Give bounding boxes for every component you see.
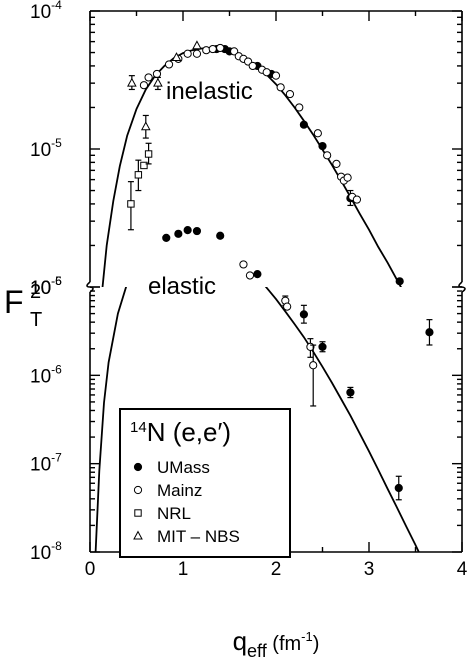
elastic-point-umass [162,233,171,242]
elastic-point-mainz [283,302,292,311]
inelastic-point-mainz [262,68,271,77]
y-tick-label: 10-6 [30,274,62,299]
elastic-point-umass [216,231,225,240]
elastic-point-umass [174,229,183,238]
inelastic-point-mainz [216,43,225,53]
y-axis-label: F [4,284,24,320]
elastic-point-umass [346,388,355,397]
inelastic-point-mainz [202,46,211,55]
x-axis-label: qeff (fm-1) [233,626,320,661]
x-tick-label: 2 [271,559,282,580]
inelastic-point-mainz [313,129,322,138]
inelastic-fit-curve [101,46,402,287]
inelastic-point-mainz [208,44,217,54]
y-tick-label: 10-6 [30,362,62,387]
inelastic-point-mainz [230,47,239,56]
inelastic-point-umass [395,277,404,286]
y-tick-label: 10-5 [30,136,62,161]
x-tick-label: 3 [364,559,375,580]
inelastic-point-umass [318,141,327,151]
y-tick-label: 10-4 [30,0,62,23]
inelastic-point-mainz [164,60,174,69]
legend-entry: Mainz [157,481,202,500]
inelastic-point-nrl [144,150,153,158]
inelastic-point-mitnbs [171,52,182,62]
inelastic-point-mainz [352,195,362,204]
inelastic-point-nrl [140,161,148,170]
inelastic-label: inelastic [166,78,253,105]
elastic-point-umass [192,226,202,236]
inelastic-point-mainz [183,49,192,58]
elastic-point-umass [253,269,262,279]
inelastic-point-mainz [144,73,153,82]
legend-box [119,408,291,558]
inelastic-point-nrl [134,171,143,179]
legend-marker [133,485,143,495]
inelastic-point-mainz [343,173,352,182]
legend-entry: UMass [157,458,210,477]
legend-entry: MIT – NBS [157,527,240,546]
elastic-label: elastic [148,273,216,300]
inelastic-point-mainz [139,81,149,90]
inelastic-point-mitnbs [192,40,202,50]
inelastic-point-mitnbs [127,77,137,87]
inelastic-point-mainz [332,159,341,168]
inelastic-point-mainz [285,89,295,99]
legend-marker [134,509,142,517]
elastic-fit-curve [94,287,420,552]
y-tick-label: 10-8 [30,539,62,564]
inelastic-point-mainz [152,69,162,79]
data-points [127,40,434,501]
legend-entry: NRL [157,504,191,523]
inelastic-point-mainz [276,83,285,92]
axes: 10-410-510-610-510-610-710-80 1 2 3 4 [30,0,468,580]
inelastic-point-mainz [271,71,281,80]
y-axis-label-subscript: T [30,309,42,331]
inelastic-point-mainz [323,151,332,160]
inelastic-point-mainz [248,61,257,71]
legend-marker [133,462,143,472]
elastic-point-umass [318,342,327,351]
inelastic-point-umass [299,120,308,129]
legend-title: 14N (e,e′) [130,417,231,447]
elastic-point-mainz [239,260,248,269]
inelastic-point-mainz [192,49,202,58]
inelastic-point-mitnbs [153,77,163,87]
x-tick-label: 0 [85,559,96,580]
y-tick-label: 10-5 [30,274,62,299]
elastic-point-umass [183,226,192,235]
elastic-point-umass [394,483,403,493]
y-axis-label-superscript: 2 [30,281,41,303]
elastic-point-mainz [245,271,255,280]
y-tick-label: 10-7 [30,451,62,476]
inelastic-point-mitnbs [140,121,151,131]
x-tick-label: 4 [457,559,468,580]
axis-labels: qeff (fm-1) F T 2 inelastic elastic [4,78,319,661]
legend-marker [133,530,143,540]
legend: 14N (e,e′) UMass Mainz NRL MIT – NBS [119,408,291,558]
inelastic-point-nrl [127,200,135,208]
inelastic-point-mainz [295,103,304,112]
x-tick-label: 1 [178,559,189,580]
elastic-point-mainz [309,361,318,370]
elastic-point-umass [299,310,308,319]
inelastic-point-umass [425,328,434,337]
